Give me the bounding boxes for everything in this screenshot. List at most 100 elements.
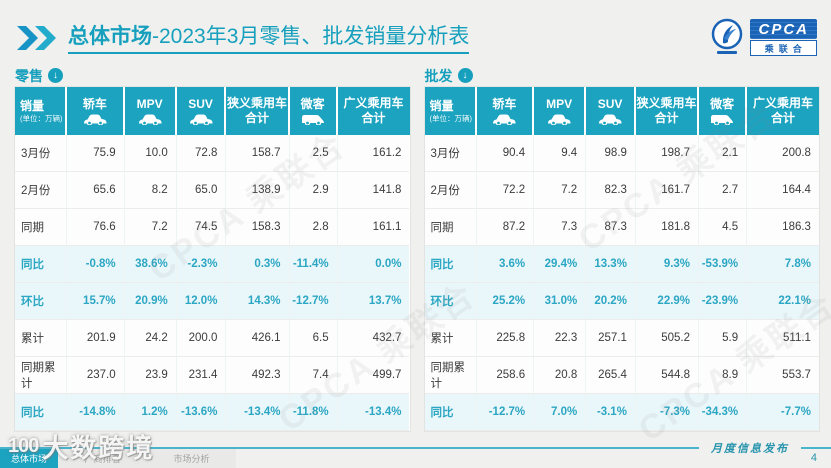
value-cell: 2.9: [289, 172, 338, 209]
value-cell: 5.9: [699, 320, 748, 357]
column-header: 广义乘用车 合计: [753, 96, 814, 125]
value-cell: 499.7: [337, 357, 410, 394]
value-cell: 7.8%: [747, 246, 819, 283]
value-cell: -3.1%: [586, 394, 636, 431]
value-cell: 2.1: [699, 135, 748, 172]
value-cell: 98.9: [586, 135, 636, 172]
value-cell: 7.0%: [534, 394, 587, 431]
table-row: 同比 -14.8% 1.2% -13.6% -13.4% -11.8% -13.4%: [15, 394, 410, 431]
value-cell: 22.9%: [635, 283, 700, 320]
value-cell: 25.2%: [476, 283, 535, 320]
car-icon: [138, 114, 162, 126]
cpca-emblem-icon: [712, 18, 743, 54]
value-cell: -0.8%: [67, 246, 125, 283]
value-cell: 7.2: [534, 172, 587, 209]
table-row: 同比 -0.8% 38.6% -2.3% 0.3% -11.4% 0.0%: [15, 246, 410, 283]
row-label: 环比: [15, 283, 68, 320]
value-cell: 161.7: [635, 172, 700, 209]
value-cell: 200.0: [176, 320, 227, 357]
value-cell: 201.9: [67, 320, 125, 357]
value-cell: 198.7: [635, 135, 700, 172]
row-label: 同比: [424, 246, 477, 283]
table-row: 同期 76.6 7.2 74.5 158.3 2.8 161.1: [15, 209, 410, 246]
value-cell: 3.6%: [476, 246, 535, 283]
column-header: 销量 (单位：万辆): [425, 87, 477, 135]
value-cell: 492.3: [226, 357, 290, 394]
row-label: 同期: [424, 209, 477, 246]
column-header: MPV: [534, 87, 587, 135]
value-cell: 23.9: [124, 357, 177, 394]
value-cell: -7.3%: [635, 394, 700, 431]
table-row: 环比 25.2% 31.0% 20.2% 22.9% -23.9% 22.1%: [424, 283, 820, 320]
value-cell: 544.8: [635, 357, 700, 394]
value-cell: 65.6: [67, 172, 125, 209]
table-row: 3月份 90.4 9.4 98.9 198.7 2.1 200.8: [424, 135, 820, 172]
down-arrow-icon: ↓: [48, 68, 63, 83]
row-label: 同比: [15, 246, 68, 283]
value-cell: 82.3: [586, 172, 636, 209]
value-cell: -12.7%: [476, 394, 535, 431]
tab-manufacturer-ranking[interactable]: 厂商排名: [58, 449, 147, 468]
title-bold: 总体市场: [68, 25, 152, 48]
value-cell: 8.2: [124, 172, 177, 209]
row-label: 同期累计: [424, 357, 477, 394]
value-cell: 164.4: [747, 172, 819, 209]
value-cell: 76.6: [67, 209, 125, 246]
value-cell: 258.6: [476, 357, 535, 394]
double-chevron-icon: [17, 26, 56, 50]
retail-section-label: 零售 ↓: [15, 66, 410, 85]
wholesale-label: 批发: [424, 67, 453, 84]
tables-area: 零售 ↓ 销量 (单位：万辆) 轿车 MPV SUV 狭义乘用车 合计 微客 广义乘用车 合计 3月…: [15, 66, 819, 431]
row-label: 同比: [15, 394, 68, 431]
value-cell: 7.3: [534, 209, 587, 246]
value-cell: 0.3%: [226, 246, 290, 283]
value-cell: 4.5: [699, 209, 748, 246]
value-cell: 38.6%: [124, 246, 177, 283]
value-cell: 2.5: [289, 135, 338, 172]
row-label: 2月份: [424, 172, 477, 209]
row-label: 累计: [15, 320, 68, 357]
column-header: SUV: [177, 87, 227, 135]
value-cell: 14.3%: [226, 283, 290, 320]
table-row: 同期累计 237.0 23.9 231.4 492.3 7.4 499.7: [15, 357, 410, 394]
value-cell: 426.1: [226, 320, 290, 357]
value-cell: 186.3: [747, 209, 819, 246]
value-cell: 181.8: [635, 209, 700, 246]
value-cell: 31.0%: [534, 283, 587, 320]
table-row: 2月份 65.6 8.2 65.0 138.9 2.9 141.8: [15, 172, 410, 209]
value-cell: -11.8%: [289, 394, 338, 431]
value-cell: -13.4%: [226, 394, 290, 431]
logo-main-label: CPCA: [750, 18, 817, 39]
tab-overall-market[interactable]: 总体市场: [0, 449, 58, 468]
car-icon: [598, 114, 622, 126]
column-header: 微客: [699, 87, 748, 135]
value-cell: 0.0%: [337, 246, 410, 283]
value-cell: 7.4: [289, 357, 338, 394]
column-header: MPV: [125, 87, 177, 135]
value-cell: 231.4: [176, 357, 227, 394]
value-cell: 75.9: [67, 135, 125, 172]
value-cell: 12.0%: [176, 283, 227, 320]
value-cell: 13.7%: [337, 283, 410, 320]
logo-sub-label: 乘联合: [750, 39, 817, 56]
column-header: 销量 (单位：万辆): [15, 87, 68, 135]
value-cell: 158.3: [226, 209, 290, 246]
table-row: 3月份 75.9 10.0 72.8 158.7 2.5 161.2: [15, 135, 410, 172]
tab-market-analysis[interactable]: 市场分析: [147, 449, 236, 468]
retail-label: 零售: [15, 67, 43, 84]
header: 总体市场-2023年3月零售、批发销量分析表 CPCA 乘联合: [16, 14, 817, 60]
value-cell: 72.8: [176, 135, 227, 172]
value-cell: -11.4%: [289, 246, 338, 283]
value-cell: -14.8%: [67, 394, 125, 431]
value-cell: 7.2: [124, 209, 177, 246]
value-cell: 158.7: [226, 135, 290, 172]
column-header: 广义乘用车 合计: [343, 96, 404, 125]
value-cell: 90.4: [476, 135, 535, 172]
value-cell: 72.2: [476, 172, 535, 209]
value-cell: 6.5: [289, 320, 338, 357]
table-row: 同期 87.2 7.3 87.3 181.8 4.5 186.3: [424, 209, 820, 246]
column-header: 狭义乘用车 合计: [636, 87, 700, 135]
row-label: 环比: [424, 283, 477, 320]
row-label: 3月份: [15, 135, 68, 172]
